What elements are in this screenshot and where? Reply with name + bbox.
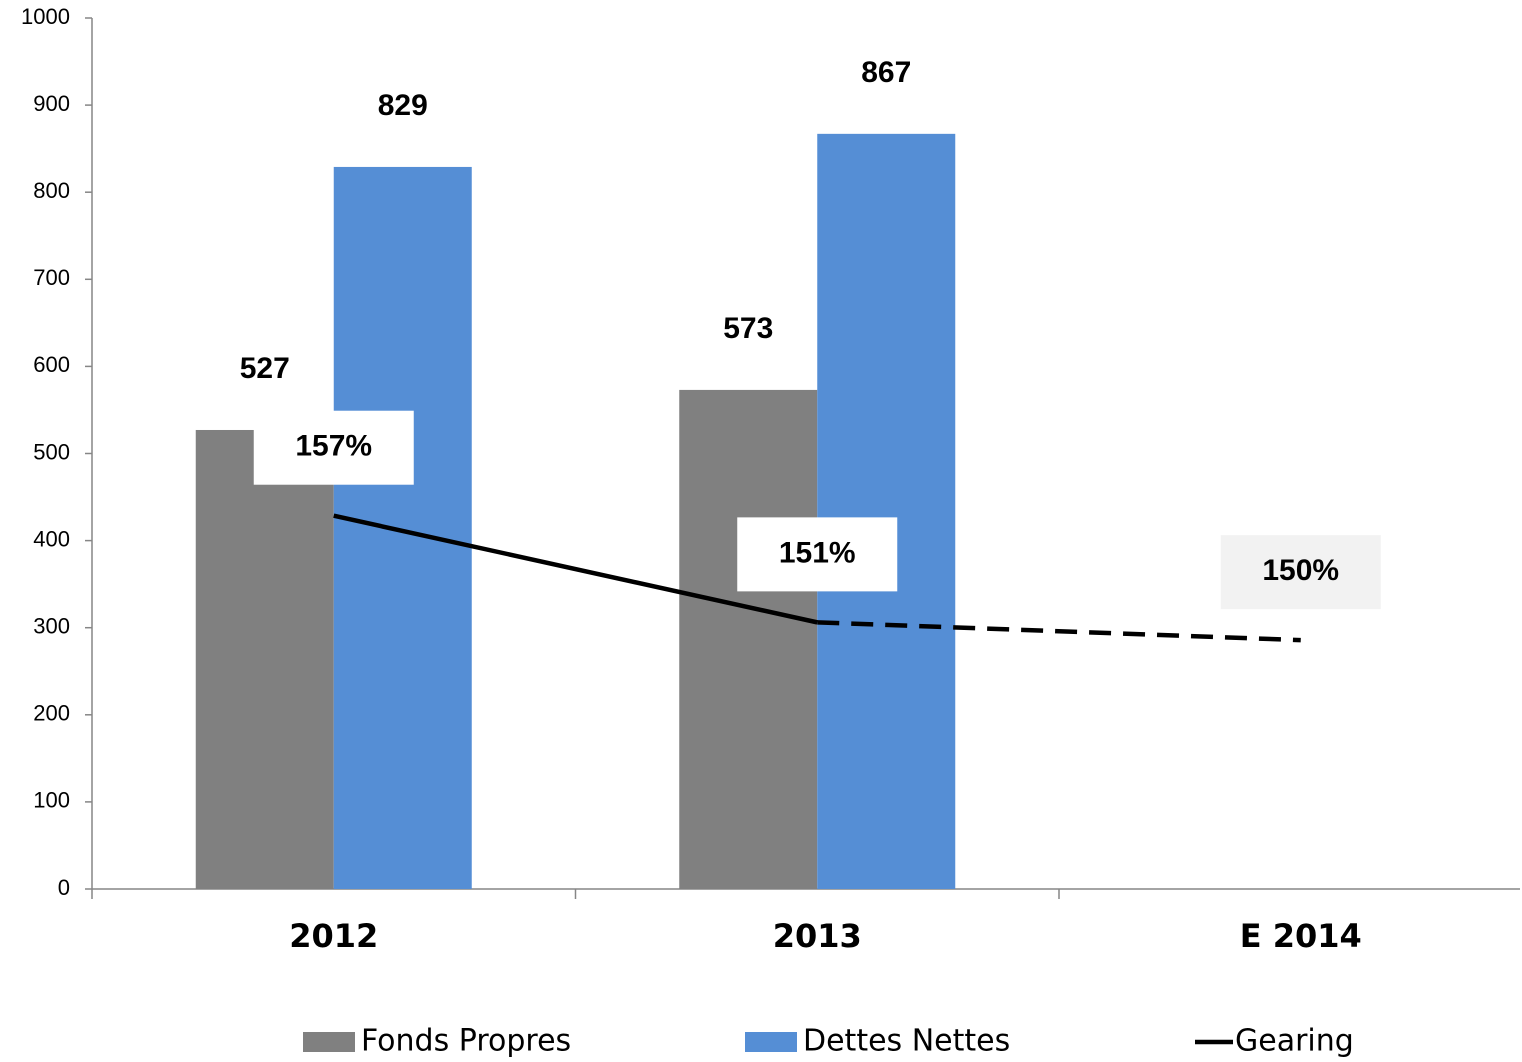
y-tick-label: 100 [33,788,70,813]
y-tick-label: 600 [33,352,70,377]
y-tick-label: 200 [33,701,70,726]
bar [195,429,334,889]
x-tick-label: 2012 [289,917,378,955]
data-label: 151% [779,536,856,569]
data-label: 157% [295,430,372,463]
y-tick-label: 700 [33,265,70,290]
legend-swatch [745,1032,797,1052]
bar [679,389,818,889]
legend-label: Gearing [1235,1024,1354,1059]
data-label: 829 [378,89,428,122]
y-tick-label: 400 [33,526,70,551]
data-label: 867 [861,56,911,89]
data-label: 573 [723,312,773,345]
line-dashed [817,620,1301,643]
y-tick-label: 500 [33,439,70,464]
legend-label: Fonds Propres [361,1024,571,1059]
bar [333,166,472,890]
x-tick-label: 2013 [773,917,862,955]
label-box [1220,535,1381,610]
data-label: 150% [1262,554,1339,587]
legend-label: Dettes Nettes [803,1024,1010,1059]
y-tick-label: 900 [33,91,70,116]
y-tick-label: 1000 [21,4,70,29]
y-tick-label: 0 [58,875,70,900]
legend-swatch [303,1032,355,1052]
x-tick-label: E 2014 [1240,917,1362,955]
data-label: 527 [240,352,290,385]
label-box [737,517,898,592]
line-solid [333,513,818,625]
label-box [253,410,414,485]
bar [817,133,956,889]
y-tick-label: 300 [33,614,70,639]
y-tick-label: 800 [33,178,70,203]
